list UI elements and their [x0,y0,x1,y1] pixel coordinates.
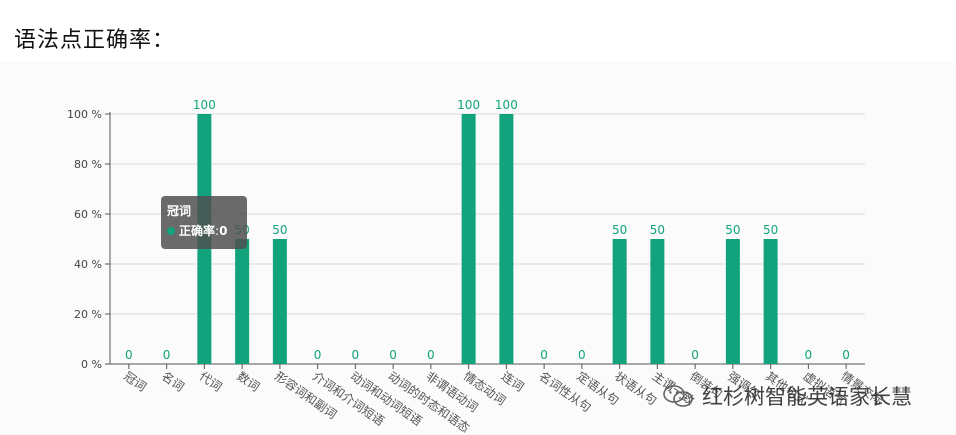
data-label: 100 [457,98,480,112]
y-tick-label: 0 % [81,358,102,371]
bar [612,239,627,364]
y-tick-label: 20 % [74,308,102,321]
tooltip-row: 正确率:0 [167,224,241,238]
category-label: 数词 [234,368,262,394]
data-label: 0 [427,348,435,362]
bar [763,239,778,364]
y-tick-label: 40 % [74,258,102,271]
tooltip-separator: : [215,224,220,238]
y-tick-label: 60 % [74,208,102,221]
bar [235,239,250,364]
category-label: 名词 [159,368,187,394]
category-label: 状语从句 [612,369,659,408]
bar [725,239,740,364]
category-label: 连词 [499,368,527,394]
data-label: 50 [272,223,287,237]
data-label: 100 [495,98,518,112]
category-label: 代词 [197,369,225,394]
page-title: 语法点正确率： [14,28,176,53]
data-label: 100 [193,98,216,112]
watermark-text: 红杉树智能英语家长慧 [702,385,912,409]
data-label: 50 [650,223,665,237]
tooltip-series-dot [167,227,175,235]
data-label: 0 [691,348,699,362]
category-label: 冠词 [121,369,149,394]
data-label: 0 [389,348,397,362]
y-tick-label: 100 % [67,108,102,121]
bar [461,114,476,364]
y-tick-label: 80 % [74,158,102,171]
wechat-icon [663,385,693,407]
data-label: 0 [578,348,586,362]
data-label: 0 [125,348,133,362]
data-label: 50 [612,223,627,237]
tooltip-title: 冠词 [167,204,192,218]
chart-panel [0,62,956,435]
data-label: 0 [842,348,850,362]
bar [272,239,287,364]
data-label: 0 [163,348,171,362]
data-label: 0 [314,348,322,362]
watermark: 红杉树智能英语家长慧 [662,381,912,411]
data-label: 0 [352,348,360,362]
tooltip-series-label: 正确率 [179,224,216,238]
chart-tooltip: 冠词 正确率:0 [161,196,247,249]
data-label: 0 [805,348,813,362]
tooltip-value: 0 [219,224,228,238]
data-label: 50 [763,223,778,237]
data-label: 0 [540,348,548,362]
bar [499,114,514,364]
data-label: 50 [725,223,740,237]
bar [650,239,665,364]
